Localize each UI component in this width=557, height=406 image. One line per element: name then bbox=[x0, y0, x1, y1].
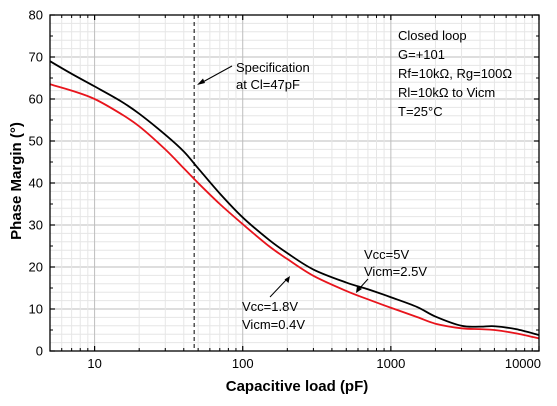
y-tick-label: 60 bbox=[29, 92, 43, 107]
series-line-vcc-5v bbox=[49, 60, 540, 336]
grid bbox=[50, 15, 539, 351]
x-axis-title: Capacitive load (pF) bbox=[226, 378, 369, 395]
x-tick-label: 10000 bbox=[505, 356, 541, 371]
x-tick-label: 1000 bbox=[376, 356, 405, 371]
y-tick-label: 50 bbox=[29, 134, 43, 149]
black-series-label-line1: Vcc=5V bbox=[364, 247, 409, 262]
conditions-line5: T=25°C bbox=[398, 104, 443, 119]
y-tick-label: 10 bbox=[29, 302, 43, 317]
conditions-line2: G=+101 bbox=[398, 47, 445, 62]
y-tick-label: 30 bbox=[29, 218, 43, 233]
conditions-line1: Closed loop bbox=[398, 28, 467, 43]
ticks: 0 10 20 30 40 50 60 70 80 10 100 1000 10000 bbox=[29, 8, 541, 372]
y-tick-label: 0 bbox=[36, 344, 43, 359]
red-series-label-line1: Vcc=1.8V bbox=[242, 299, 298, 314]
series-layer bbox=[49, 60, 540, 340]
x-tick-label: 100 bbox=[232, 356, 254, 371]
conditions-line3: Rf=10kΩ, Rg=100Ω bbox=[398, 66, 512, 81]
y-tick-label: 40 bbox=[29, 176, 43, 191]
red-series-label-line2: Vicm=0.4V bbox=[242, 317, 305, 332]
x-tick-label: 10 bbox=[87, 356, 101, 371]
y-axis-title: Phase Margin (°) bbox=[8, 122, 25, 240]
spec-annotation-line1: Specification bbox=[236, 60, 310, 75]
spec-annotation-line2: at Cl=47pF bbox=[236, 77, 300, 92]
y-tick-label: 80 bbox=[29, 8, 43, 23]
series-line-vcc-1v8 bbox=[49, 83, 540, 340]
conditions-line4: Rl=10kΩ to Vicm bbox=[398, 85, 495, 100]
black-series-label-line2: Vicm=2.5V bbox=[364, 264, 427, 279]
red-series-arrow bbox=[269, 276, 290, 298]
black-series-arrow bbox=[356, 278, 369, 293]
y-tick-label: 20 bbox=[29, 260, 43, 275]
spec-arrow bbox=[197, 65, 233, 85]
y-tick-label: 70 bbox=[29, 50, 43, 65]
